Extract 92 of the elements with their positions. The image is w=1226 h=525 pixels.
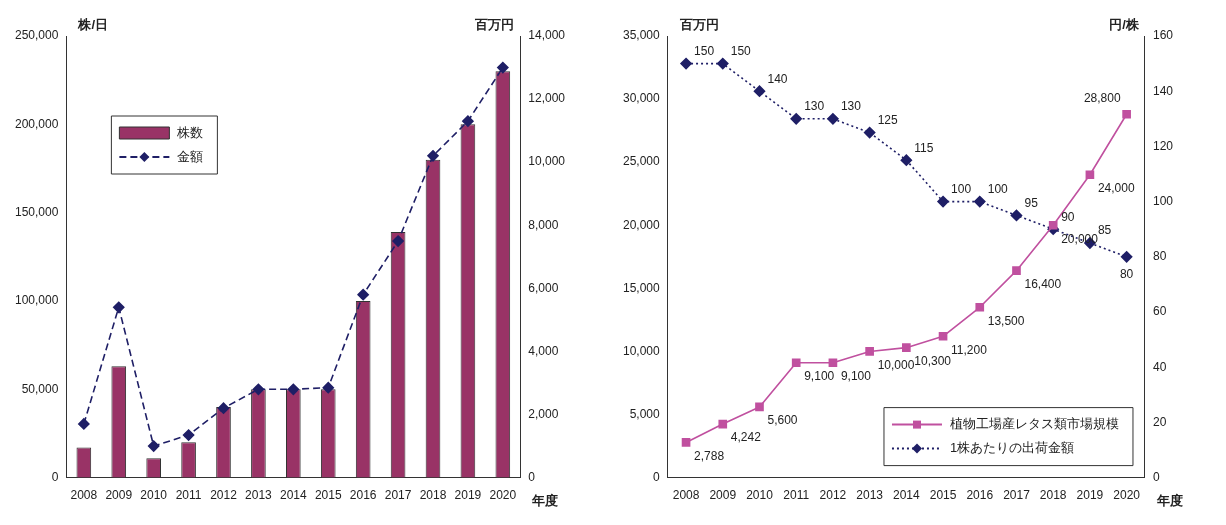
data-label: 9,100 bbox=[840, 369, 872, 384]
y2-tick-label: 12,000 bbox=[528, 91, 566, 106]
y-tick-label: 250,000 bbox=[14, 28, 59, 43]
data-label: 11,200 bbox=[951, 342, 988, 357]
y2-tick-label: 60 bbox=[1152, 304, 1167, 319]
x-tick-label: 2010 bbox=[746, 488, 774, 503]
y2-tick-label: 14,000 bbox=[528, 28, 566, 43]
legend-label: 植物工場産レタス類市場規模 bbox=[949, 416, 1119, 432]
data-label: 90 bbox=[1061, 209, 1075, 224]
y2-tick-label: 2,000 bbox=[528, 406, 559, 421]
data-label: 115 bbox=[914, 140, 934, 155]
data-label: 10,300 bbox=[914, 353, 952, 368]
y2-tick-label: 0 bbox=[528, 469, 536, 484]
data-label: 150 bbox=[730, 43, 752, 58]
x-tick-label: 2016 bbox=[966, 488, 994, 503]
data-label: 80 bbox=[1119, 267, 1134, 282]
y-axis-title: 株/日 bbox=[77, 17, 108, 33]
y2-tick-label: 40 bbox=[1152, 359, 1167, 374]
data-label: 2,788 bbox=[694, 448, 725, 463]
data-label: 140 bbox=[767, 71, 788, 86]
x-tick-label: 2017 bbox=[1003, 488, 1031, 503]
data-label: 100 bbox=[987, 181, 1009, 196]
y2-tick-label: 140 bbox=[1152, 83, 1174, 98]
data-label: 85 bbox=[1097, 223, 1112, 238]
x-tick-label: 2012 bbox=[210, 488, 238, 503]
data-label: 95 bbox=[1024, 195, 1039, 210]
y2-tick-label: 6,000 bbox=[528, 280, 559, 295]
y-axis-title: 百万円 bbox=[678, 17, 719, 33]
data-label: 150 bbox=[694, 43, 715, 58]
x-tick-label: 2016 bbox=[349, 488, 377, 503]
x-tick-label: 2014 bbox=[279, 488, 308, 503]
x-tick-label: 2017 bbox=[384, 488, 412, 503]
x-tick-label: 2019 bbox=[1076, 488, 1104, 503]
y2-axis-title: 百万円 bbox=[474, 17, 515, 33]
x-tick-label: 2015 bbox=[929, 488, 957, 503]
legend-label: 金額 bbox=[177, 148, 204, 164]
data-label: 28,800 bbox=[1083, 90, 1121, 105]
x-tick-label: 2019 bbox=[454, 488, 482, 503]
y2-tick-label: 120 bbox=[1152, 138, 1174, 153]
x-tick-label: 2012 bbox=[819, 488, 847, 503]
x-tick-label: 2013 bbox=[856, 488, 884, 503]
data-label: 4,242 bbox=[730, 430, 762, 445]
legend-label: 1株あたりの出荷金額 bbox=[949, 440, 1075, 456]
data-label: 24,000 bbox=[1097, 181, 1135, 196]
y-tick-label: 0 bbox=[51, 469, 59, 484]
y-tick-label: 20,000 bbox=[623, 217, 661, 232]
data-label: 16,400 bbox=[1024, 276, 1062, 291]
x-tick-label: 2018 bbox=[1039, 488, 1067, 503]
y-tick-label: 150,000 bbox=[14, 204, 59, 219]
y-tick-label: 100,000 bbox=[14, 293, 59, 308]
data-label: 100 bbox=[951, 181, 972, 196]
x-tick-label: 2013 bbox=[245, 488, 273, 503]
data-label: 130 bbox=[804, 99, 825, 114]
y-tick-label: 35,000 bbox=[623, 28, 661, 43]
data-label: 5,600 bbox=[767, 413, 798, 428]
x-tick-label: 2014 bbox=[892, 488, 921, 503]
x-tick-label: 2020 bbox=[1113, 488, 1141, 503]
x-tick-label: 2008 bbox=[70, 488, 98, 503]
x-tick-label: 2009 bbox=[105, 488, 133, 503]
y2-tick-label: 0 bbox=[1152, 469, 1160, 484]
data-label: 10,000 bbox=[877, 357, 915, 372]
y-tick-label: 5,000 bbox=[629, 406, 661, 421]
x-tick-label: 2015 bbox=[314, 488, 342, 503]
y2-axis-title: 円/株 bbox=[1109, 17, 1140, 33]
x-tick-label: 2011 bbox=[783, 488, 810, 503]
legend-label: 株数 bbox=[176, 124, 204, 140]
x-tick-label: 2010 bbox=[140, 488, 168, 503]
y2-tick-label: 8,000 bbox=[528, 217, 559, 232]
y2-tick-label: 160 bbox=[1152, 28, 1174, 43]
x-tick-label: 2018 bbox=[419, 488, 447, 503]
data-label: 130 bbox=[840, 99, 862, 114]
y-tick-label: 200,000 bbox=[14, 116, 59, 131]
y-tick-label: 50,000 bbox=[21, 381, 59, 396]
y-tick-label: 25,000 bbox=[623, 154, 661, 169]
y2-tick-label: 10,000 bbox=[528, 154, 566, 169]
y-tick-label: 10,000 bbox=[623, 343, 661, 358]
y2-tick-label: 4,000 bbox=[528, 343, 559, 358]
y-tick-label: 15,000 bbox=[623, 280, 661, 295]
data-label: 9,100 bbox=[804, 369, 835, 384]
x-tick-label: 2008 bbox=[672, 488, 700, 503]
x-tick-label: 2020 bbox=[489, 488, 517, 503]
x-axis-title: 年度 bbox=[1155, 493, 1183, 509]
y-tick-label: 0 bbox=[653, 469, 661, 484]
y-tick-label: 30,000 bbox=[623, 91, 661, 106]
y2-tick-label: 20 bbox=[1152, 414, 1167, 429]
y2-tick-label: 100 bbox=[1152, 193, 1174, 208]
x-tick-label: 2009 bbox=[709, 488, 737, 503]
x-axis-title: 年度 bbox=[531, 493, 559, 509]
data-label: 125 bbox=[877, 112, 898, 127]
x-tick-label: 2011 bbox=[175, 488, 202, 503]
data-label: 13,500 bbox=[987, 313, 1025, 328]
y2-tick-label: 80 bbox=[1152, 249, 1167, 264]
